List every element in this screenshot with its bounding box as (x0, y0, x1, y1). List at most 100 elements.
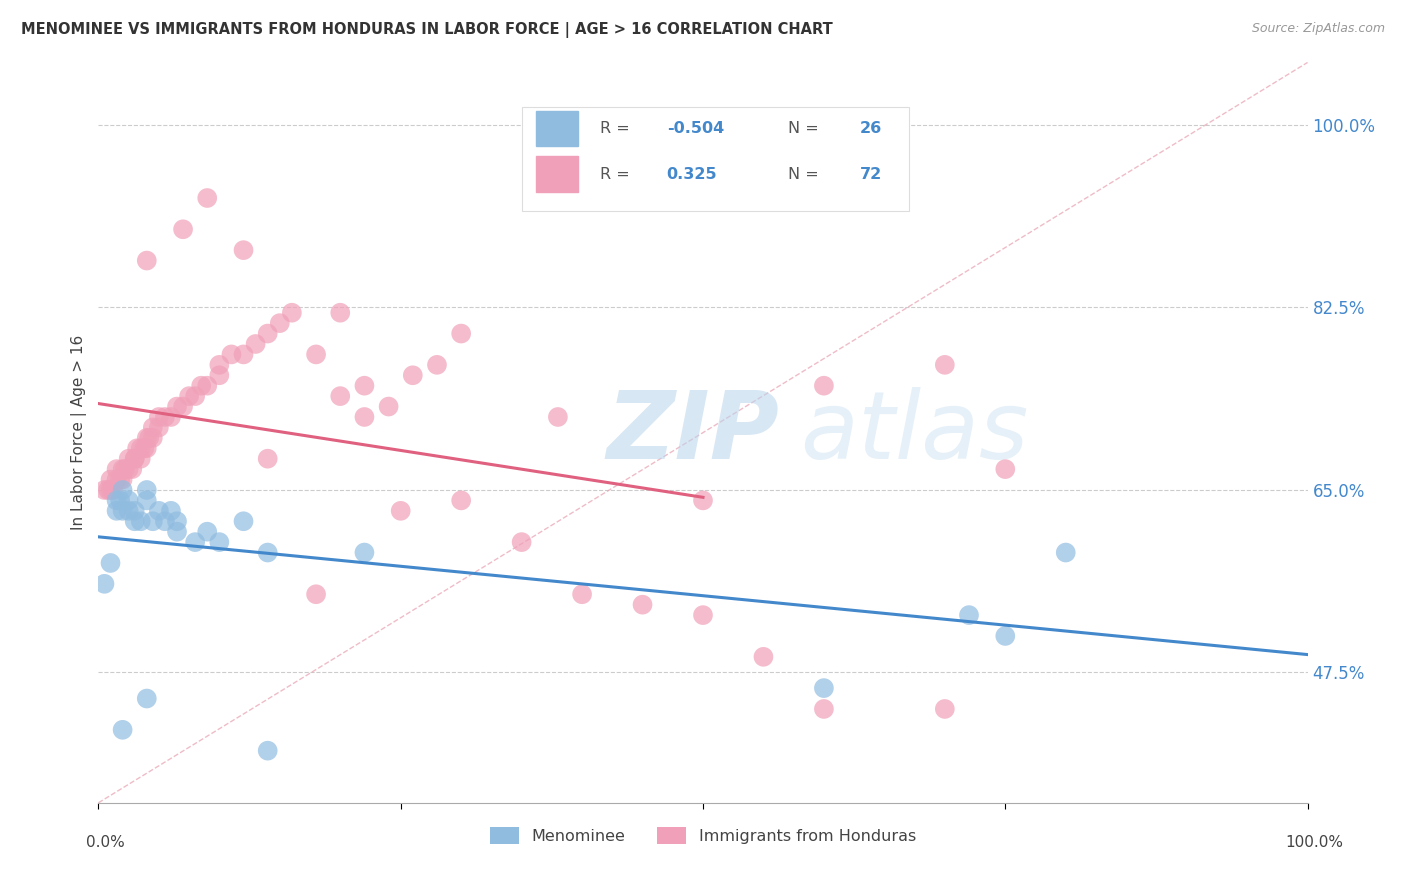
Point (134, 442, 156, 456)
FancyBboxPatch shape (522, 107, 908, 211)
Text: atlas: atlas (800, 387, 1028, 478)
Point (124, 451, 146, 466)
Point (93, 577, 115, 591)
Point (450, 326, 472, 341)
Point (160, 504, 183, 518)
Point (813, 681, 835, 695)
Point (111, 473, 134, 487)
Point (93, 483, 115, 497)
Point (121, 462, 143, 476)
Point (305, 347, 328, 361)
Point (124, 514, 146, 528)
Point (813, 702, 835, 716)
Point (281, 306, 304, 320)
Point (195, 191, 218, 205)
Point (153, 409, 176, 424)
Point (114, 462, 136, 476)
Point (934, 358, 956, 372)
Point (353, 545, 375, 559)
Point (813, 378, 835, 392)
Point (195, 524, 218, 539)
Text: Source: ZipAtlas.com: Source: ZipAtlas.com (1251, 22, 1385, 36)
Point (111, 723, 134, 737)
Point (135, 493, 157, 508)
Point (353, 378, 375, 392)
Point (148, 409, 170, 424)
Point (232, 243, 254, 257)
Point (269, 316, 291, 330)
Point (190, 378, 212, 392)
Point (208, 535, 231, 549)
Point (232, 347, 254, 361)
Point (256, 451, 278, 466)
Point (118, 451, 141, 466)
Point (752, 649, 775, 664)
Text: 0.0%: 0.0% (86, 836, 125, 850)
FancyBboxPatch shape (536, 111, 578, 146)
Point (256, 326, 278, 341)
Point (100, 483, 122, 497)
Point (124, 451, 146, 466)
Point (129, 451, 152, 466)
Point (142, 514, 165, 528)
Point (105, 504, 128, 518)
Point (101, 483, 124, 497)
Y-axis label: In Labor Force | Age > 16: In Labor Force | Age > 16 (72, 335, 87, 530)
Point (208, 358, 231, 372)
Point (127, 442, 149, 456)
Text: MENOMINEE VS IMMIGRANTS FROM HONDURAS IN LABOR FORCE | AGE > 16 CORRELATION CHAR: MENOMINEE VS IMMIGRANTS FROM HONDURAS IN… (21, 22, 832, 38)
Point (329, 389, 352, 403)
Point (256, 744, 278, 758)
Point (129, 514, 152, 528)
Point (353, 409, 375, 424)
Text: 100.0%: 100.0% (1285, 836, 1344, 850)
Point (631, 598, 654, 612)
Text: 72: 72 (860, 167, 883, 182)
Legend: Menominee, Immigrants from Honduras: Menominee, Immigrants from Honduras (484, 821, 922, 850)
Point (166, 514, 188, 528)
Point (129, 442, 152, 456)
Point (166, 524, 188, 539)
Point (105, 473, 128, 487)
Point (142, 420, 165, 434)
Point (510, 535, 533, 549)
Point (118, 462, 141, 476)
Point (389, 504, 412, 518)
Text: 0.325: 0.325 (666, 167, 717, 182)
Point (305, 587, 328, 601)
Point (135, 442, 157, 456)
Point (124, 504, 146, 518)
Point (934, 702, 956, 716)
Point (105, 462, 128, 476)
Point (450, 493, 472, 508)
Text: -0.504: -0.504 (666, 121, 724, 136)
Point (1054, 545, 1077, 559)
Point (957, 608, 980, 623)
Point (994, 629, 1017, 643)
Point (142, 431, 165, 445)
Point (100, 473, 122, 487)
Point (111, 504, 134, 518)
Point (148, 504, 170, 518)
Point (184, 389, 207, 403)
Point (118, 504, 141, 518)
Text: N =: N = (787, 167, 824, 182)
Point (108, 473, 131, 487)
Point (172, 400, 194, 414)
Point (692, 493, 714, 508)
Point (118, 493, 141, 508)
Point (402, 368, 425, 383)
Point (571, 587, 593, 601)
Text: N =: N = (787, 121, 824, 136)
FancyBboxPatch shape (536, 156, 578, 192)
Point (179, 389, 201, 403)
Point (100, 556, 122, 570)
Point (208, 368, 231, 383)
Point (184, 535, 207, 549)
Point (97, 483, 120, 497)
Point (135, 691, 157, 706)
Point (221, 347, 243, 361)
Point (135, 253, 157, 268)
Point (166, 400, 188, 414)
Point (232, 514, 254, 528)
